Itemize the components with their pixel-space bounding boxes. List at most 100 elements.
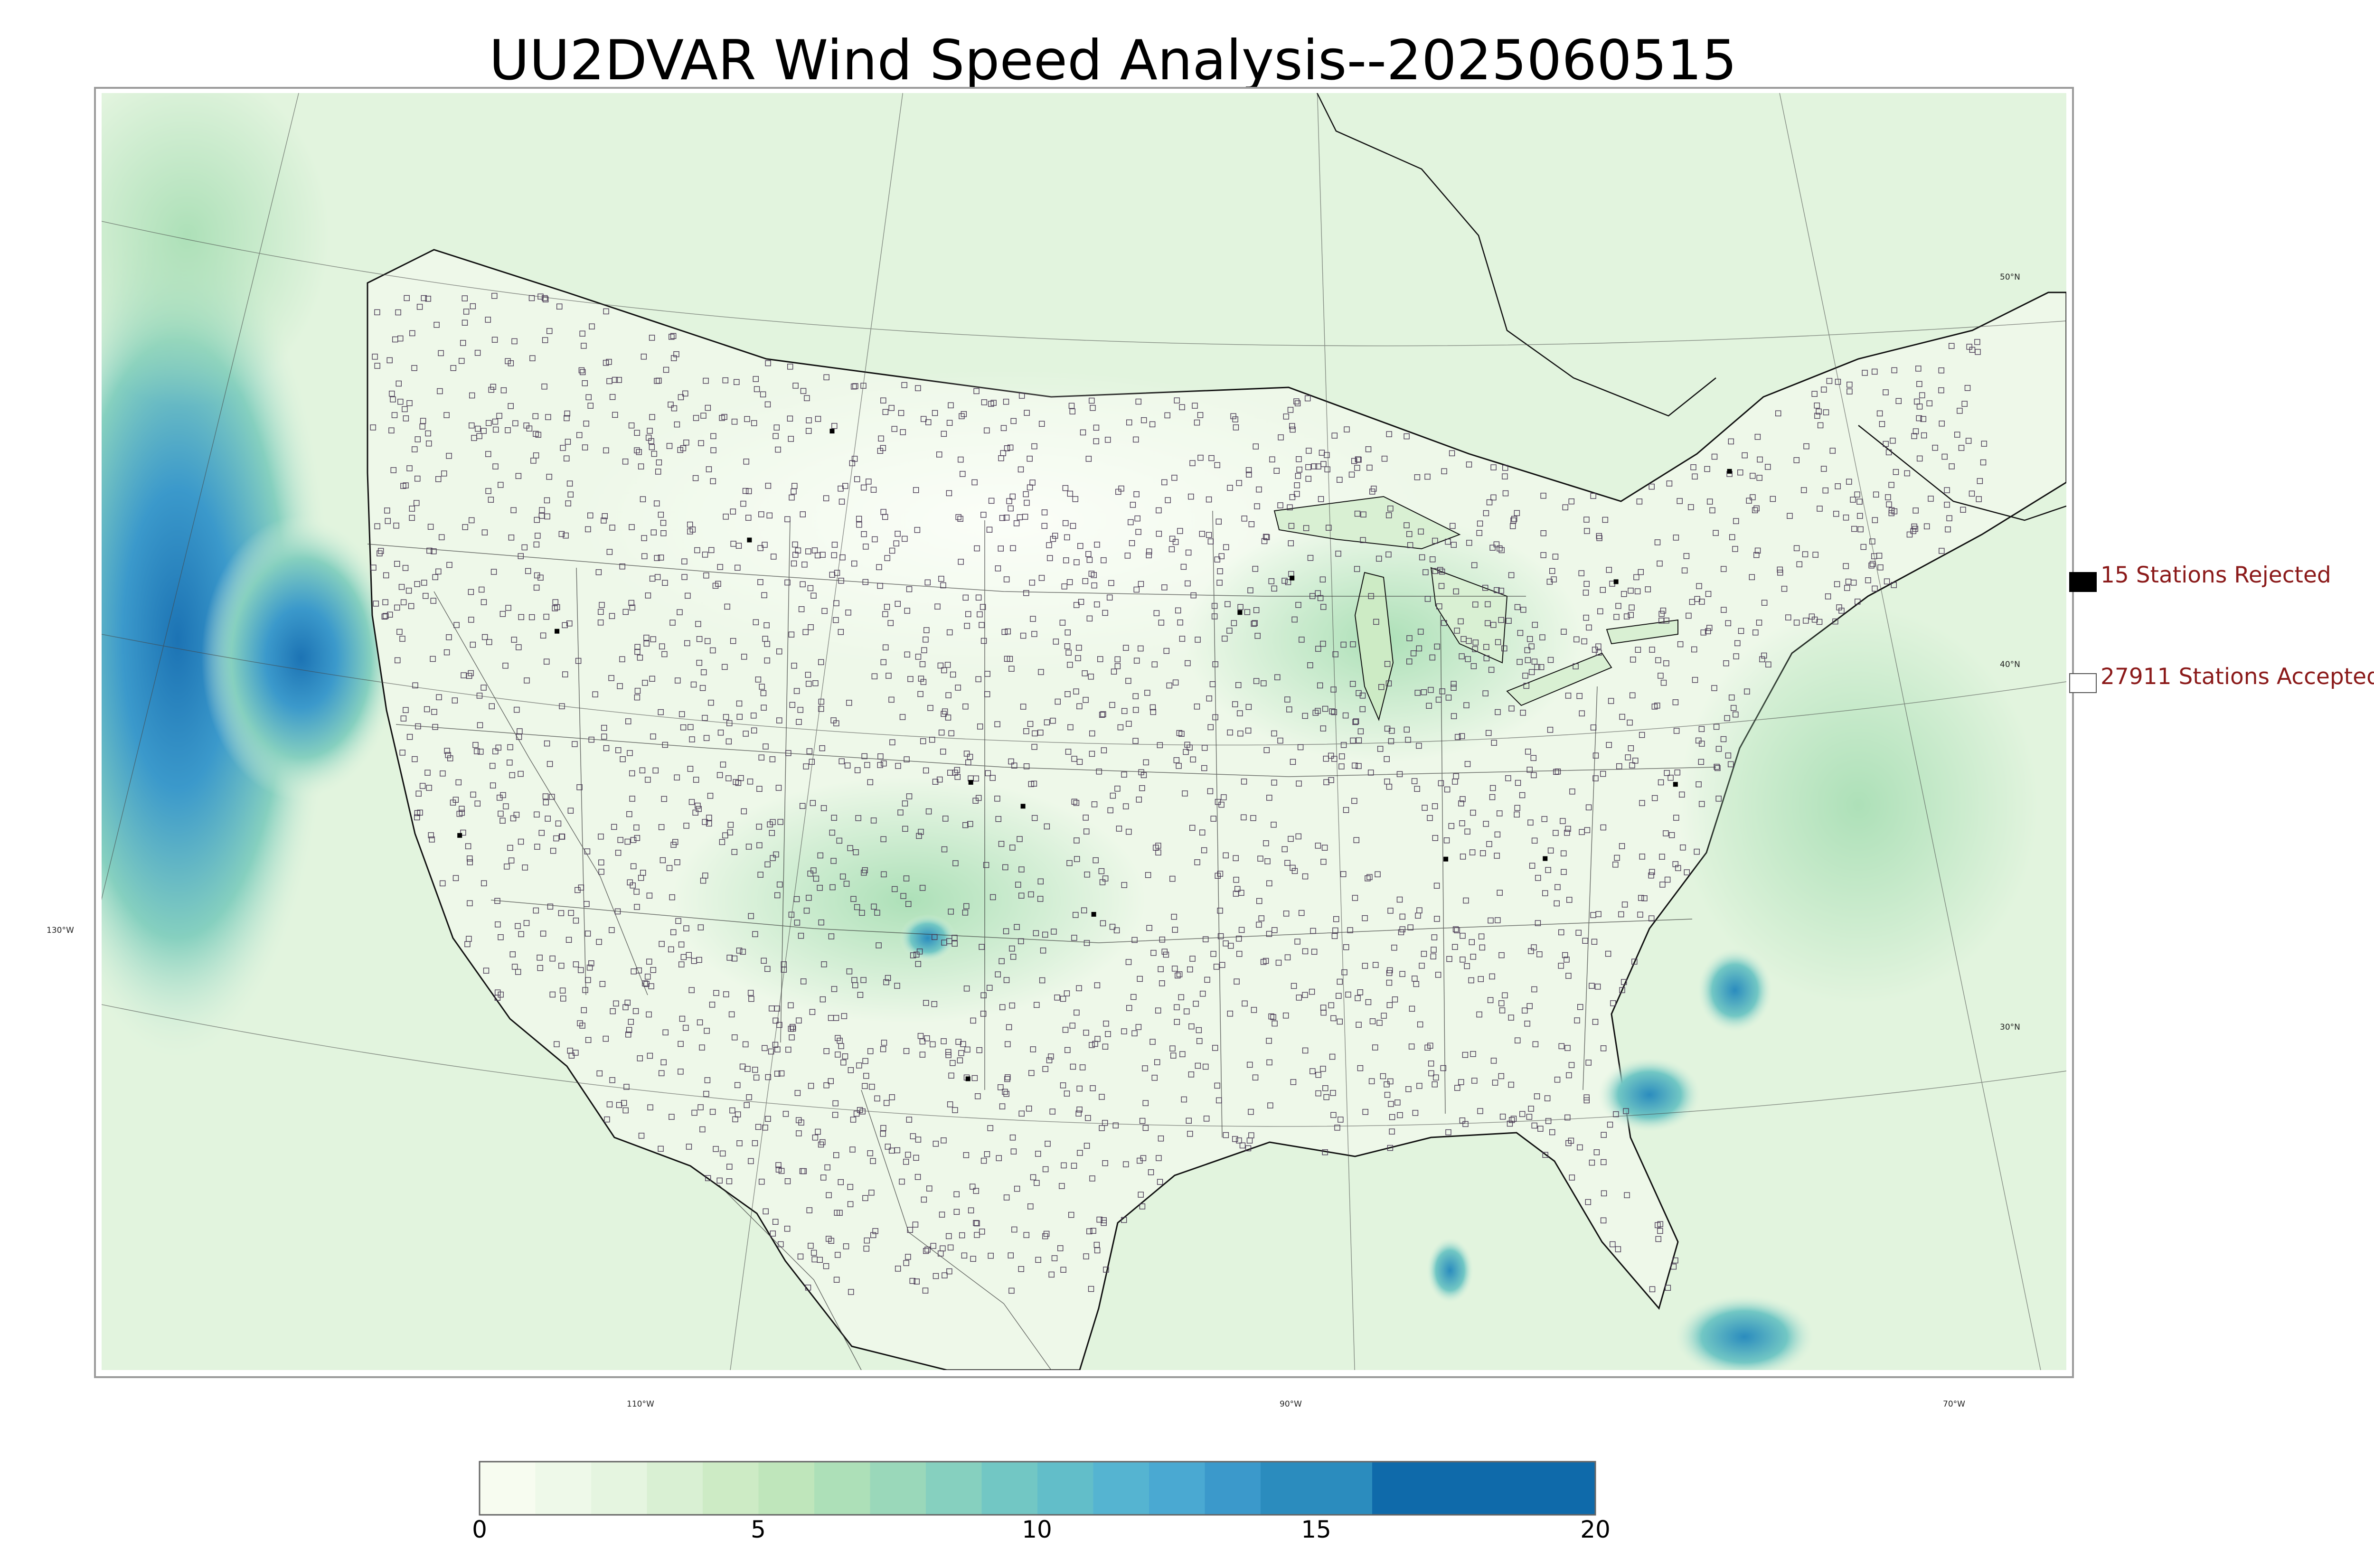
accepted-station-marker (1352, 719, 1358, 725)
accepted-station-marker (603, 447, 609, 453)
accepted-station-marker (906, 586, 913, 592)
accepted-station-marker (906, 793, 913, 799)
accepted-station-marker (1340, 641, 1347, 648)
accepted-station-marker (1565, 826, 1571, 832)
accepted-station-marker (603, 360, 609, 366)
accepted-station-marker (1385, 680, 1392, 686)
accepted-station-marker (832, 1112, 838, 1118)
accepted-station-marker (1074, 559, 1080, 565)
accepted-station-marker (813, 875, 820, 882)
accepted-station-marker (1975, 349, 1981, 355)
accepted-station-marker (1150, 949, 1157, 956)
accepted-station-marker (424, 770, 431, 776)
accepted-station-marker (671, 405, 678, 412)
accepted-station-marker (831, 542, 838, 548)
accepted-station-marker (660, 530, 667, 536)
accepted-station-marker (498, 934, 504, 940)
accepted-station-marker (558, 963, 565, 969)
accepted-station-marker (1037, 896, 1044, 902)
accepted-station-marker (1000, 425, 1007, 431)
accepted-station-marker (1592, 1019, 1599, 1025)
accepted-station-marker (1202, 1063, 1209, 1070)
accepted-station-marker (1583, 581, 1590, 587)
accepted-station-marker (1384, 725, 1391, 732)
accepted-station-marker (446, 634, 452, 640)
accepted-station-marker (1583, 516, 1590, 523)
accepted-station-marker (1498, 588, 1504, 594)
accepted-station-marker (798, 1119, 804, 1126)
accepted-station-marker (544, 513, 550, 520)
accepted-station-marker (476, 693, 483, 699)
accepted-station-marker (1508, 1117, 1515, 1123)
wind-speed-map[interactable] (102, 93, 2066, 1370)
colorbar-bin-14 (1261, 1462, 1373, 1515)
accepted-station-marker (1063, 557, 1069, 563)
accepted-station-marker (788, 911, 795, 918)
accepted-station-marker (1655, 657, 1661, 664)
accepted-station-marker (1435, 696, 1442, 703)
accepted-station-marker (397, 335, 404, 342)
accepted-station-marker (1294, 482, 1300, 488)
accepted-station-marker (1514, 1037, 1521, 1043)
accepted-station-marker (1096, 1216, 1102, 1223)
accepted-station-marker (1565, 973, 1572, 979)
accepted-station-marker (986, 985, 993, 991)
accepted-station-marker (1003, 1194, 1010, 1201)
accepted-station-marker (913, 487, 919, 493)
accepted-station-marker (815, 1128, 821, 1135)
accepted-station-marker (1600, 824, 1607, 831)
accepted-station-marker (1248, 1108, 1254, 1115)
accepted-station-marker (659, 941, 665, 947)
accepted-station-marker (1080, 429, 1086, 436)
accepted-station-marker (1814, 403, 1820, 409)
accepted-station-marker (1592, 647, 1598, 653)
accepted-station-marker (1365, 999, 1372, 1005)
accepted-station-marker (1048, 1271, 1055, 1278)
accepted-station-marker (1142, 1100, 1149, 1106)
accepted-station-marker (1879, 421, 1885, 427)
accepted-station-marker (611, 824, 617, 830)
accepted-station-marker (583, 421, 589, 427)
accepted-station-marker (1486, 499, 1493, 506)
accepted-station-marker (1169, 875, 1176, 882)
accepted-station-marker (839, 873, 846, 880)
accepted-station-marker (1980, 459, 1987, 466)
accepted-station-marker (1384, 756, 1390, 762)
accepted-station-marker (691, 958, 697, 964)
accepted-station-marker (1099, 1094, 1105, 1100)
accepted-station-marker (687, 766, 694, 772)
accepted-station-marker (777, 819, 783, 825)
accepted-station-marker (1223, 852, 1229, 859)
accepted-station-marker (542, 295, 548, 301)
accepted-station-marker (1103, 1267, 1109, 1273)
accepted-station-marker (1253, 678, 1260, 684)
accepted-station-marker (743, 459, 750, 465)
accepted-station-marker (1353, 837, 1360, 843)
accepted-station-marker (1454, 1085, 1460, 1091)
accepted-station-marker (588, 736, 594, 743)
accepted-station-marker (1309, 988, 1315, 995)
accepted-station-marker (1705, 628, 1711, 634)
accepted-station-marker (946, 629, 953, 636)
accepted-station-marker (1498, 1000, 1505, 1006)
accepted-station-marker (1926, 400, 1933, 406)
accepted-station-marker (1868, 563, 1875, 569)
accepted-station-marker (719, 839, 725, 845)
accepted-station-marker (761, 958, 767, 964)
accepted-station-marker (1485, 730, 1492, 736)
accepted-station-marker (1441, 468, 1447, 474)
accepted-station-marker (1254, 633, 1261, 639)
accepted-station-marker (1850, 580, 1857, 586)
accepted-station-marker (1479, 850, 1486, 856)
accepted-station-marker (1077, 543, 1083, 549)
accepted-station-marker (680, 724, 687, 731)
accepted-station-marker (1413, 981, 1420, 987)
accepted-station-marker (678, 1041, 684, 1047)
accepted-station-marker (566, 620, 573, 627)
accepted-station-marker (544, 658, 550, 665)
accepted-station-marker (831, 552, 838, 558)
accepted-station-marker (1573, 636, 1580, 643)
accepted-station-marker (877, 582, 883, 589)
accepted-station-marker (1065, 1047, 1071, 1053)
accepted-station-marker (1843, 563, 1849, 569)
